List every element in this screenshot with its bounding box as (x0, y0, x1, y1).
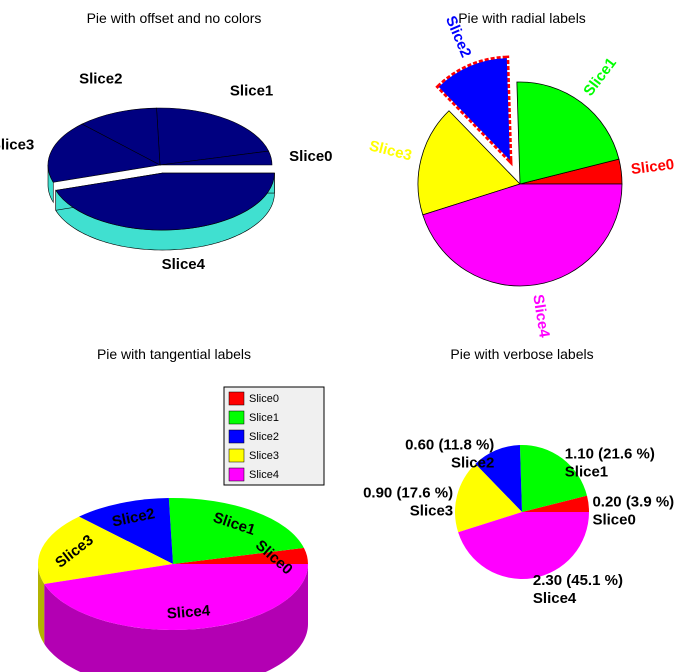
legend-swatch-Slice4 (228, 467, 245, 482)
pie2-slice-face (438, 58, 510, 161)
pie2-slice-Slice1 (516, 81, 620, 185)
pie2-slice-Slice4 (422, 183, 623, 287)
pie2-title: Pie with radial labels (458, 10, 586, 26)
pie4-slice-Slice0 (522, 495, 589, 512)
pie4-label-name-Slice3: Slice3 (410, 503, 453, 520)
pie1-label-Slice1: Slice1 (230, 83, 273, 100)
legend-entry-Slice3: Slice3 (249, 450, 279, 462)
pie4-label-name-Slice1: Slice1 (565, 463, 608, 480)
legend-swatch-Slice1 (228, 410, 245, 425)
pie2-slice-Slice3 (417, 110, 521, 216)
pie4-label-name-Slice4: Slice4 (533, 590, 577, 607)
pie3-slice-Slice1 (168, 497, 304, 564)
legend-entry-Slice2: Slice2 (249, 431, 279, 443)
pie1-slice-Slice2 (81, 107, 161, 166)
pie3-slice-Slice4 (44, 564, 308, 631)
pie1-label-Slice2: Slice2 (79, 71, 122, 88)
legend-swatch-Slice3 (228, 448, 245, 463)
legend-swatch-Slice2 (228, 429, 245, 444)
pie3-legend: Slice0 Slice1 Slice2 Slice3 Slice4 (223, 386, 325, 486)
pie4-label-value-Slice2: 0.60 (11.8 %) (405, 437, 494, 454)
pie1-label-Slice3: Slice3 (0, 136, 34, 153)
pie1-slice-Slice0 (159, 150, 273, 166)
pie4-label-value-Slice1: 1.10 (21.6 %) (565, 445, 655, 462)
pie1-slice-Slice4 (55, 172, 275, 231)
pie4-slice-Slice2 (475, 445, 522, 512)
pie4-slice-Slice4 (458, 512, 589, 580)
legend-entry-Slice1: Slice1 (249, 412, 279, 424)
pie2-label-Slice4: Slice4 (529, 293, 553, 339)
legend-swatch-Slice0 (228, 391, 245, 406)
pie4-label-value-Slice4: 2.30 (45.1 %) (533, 572, 623, 589)
pie3-slice-Slice0 (173, 547, 308, 564)
legend-entry-Slice0: Slice0 (249, 393, 279, 405)
pie3-label-Slice4: Slice4 (166, 602, 211, 622)
pie4-slice-Slice1 (519, 444, 587, 512)
pie3-slice-Slice3 (37, 516, 174, 585)
pie1-label-Slice4: Slice4 (162, 256, 206, 273)
pie4-slice-Slice3 (454, 463, 522, 533)
pie1-offset-no-colors: Slice0 Slice1 Slice2 Slice3 Slice4 (0, 71, 333, 273)
pie4-label-name-Slice2: Slice2 (451, 455, 494, 472)
legend-entry-Slice4: Slice4 (249, 469, 279, 481)
pie3-slice-side (38, 564, 45, 645)
pie1-title: Pie with offset and no colors (87, 10, 262, 26)
pie4-label-value-Slice3: 0.90 (17.6 %) (363, 485, 453, 502)
pie4-label-value-Slice0: 0.20 (3.9 %) (592, 493, 674, 510)
pie3-slice-Slice2 (79, 498, 173, 564)
pie4-verbose-labels: 0.20 (3.9 %)Slice0 1.10 (21.6 %)Slice1 0.6… (363, 437, 674, 608)
pie1-slice-Slice1 (156, 107, 270, 166)
pie1-label-Slice0: Slice0 (289, 148, 332, 165)
pie3-title: Pie with tangential labels (97, 346, 251, 362)
pie1-slice-Slice3 (47, 123, 161, 183)
pie3-slice-side (44, 564, 308, 672)
pie4-title: Pie with verbose labels (450, 346, 593, 362)
pie2-label-Slice0: Slice0 (630, 156, 675, 178)
pie4-label-name-Slice0: Slice0 (592, 511, 635, 528)
